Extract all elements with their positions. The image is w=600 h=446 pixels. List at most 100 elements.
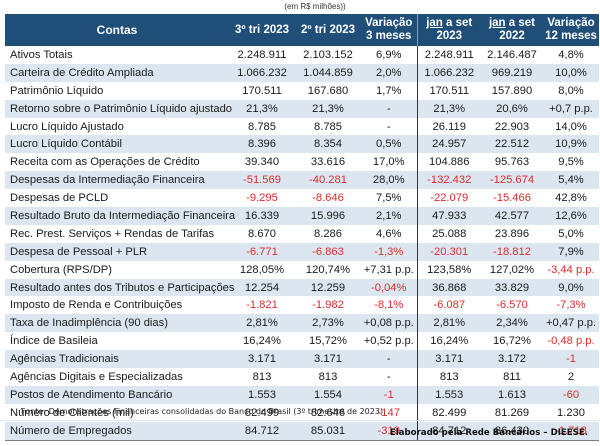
- cell-jan-set-2022: 2.146.487: [487, 48, 537, 61]
- cell-variation-12m: 4,8%: [558, 48, 584, 61]
- cell-q3-2023: 170.511: [242, 84, 282, 97]
- cell-variation-12m: -1.718: [543, 421, 599, 441]
- cell-jan-set-2023: 170.511: [416, 81, 481, 100]
- cell-variation-3m: -: [386, 120, 391, 133]
- cell-variation-3m: 1,7%: [376, 84, 402, 97]
- cell-variation-3m: -1: [361, 385, 417, 404]
- table-row: Resultado antes dos Tributos e Participa…: [5, 278, 599, 297]
- cell-jan-set-2022: 2,34%: [481, 314, 543, 333]
- cell-q2-2023: 813: [318, 370, 338, 383]
- cell-variation-3m: 28,0%: [361, 171, 417, 190]
- cell-jan-set-2022: 811: [503, 370, 521, 383]
- cell-jan-set-2023: 123,58%: [416, 260, 481, 279]
- cell-variation-12m: -60: [543, 385, 599, 404]
- header-jan-set-2022-aset: a set: [505, 17, 536, 29]
- cell-q3-2023: 21,3%: [229, 99, 295, 118]
- cell-q2-2023: 2.103.152: [303, 48, 353, 61]
- table-row: Despesas de PCLD -9.295 -8.646 7,5% -22.079-…: [5, 189, 599, 208]
- cell-q3-2023: 128,05%: [239, 263, 285, 276]
- table-row: Agências Digitais e Especializadas 813 813…: [5, 368, 599, 386]
- cell-variation-3m: 0,5%: [361, 135, 417, 154]
- table-row: Índice de Basileia 16,24% 15,72% +0,52 p.p.…: [5, 332, 599, 351]
- table-row: Patrimônio Líquido 170.511 167.680 1,7% 170.…: [5, 81, 599, 100]
- cell-jan-set-2022: 1.613: [481, 385, 543, 404]
- cell-variation-3m: 6,9%: [376, 48, 402, 61]
- cell-jan-set-2023: 2,81%: [416, 314, 481, 333]
- cell-jan-set-2022: 33.829: [481, 278, 543, 297]
- cell-q2-2023: 12.259: [295, 278, 361, 297]
- cell-jan-set-2022: 127,02%: [489, 263, 535, 276]
- cell-q2-2023: 8.286: [314, 227, 342, 240]
- row-label: Rec. Prest. Serviços + Rendas de Tarifas: [10, 227, 215, 240]
- cell-jan-set-2023: 47.933: [416, 207, 481, 225]
- row-label: Número de Clientes (mil): [10, 406, 134, 419]
- cell-jan-set-2023: 84.712: [416, 421, 481, 441]
- cell-variation-12m: -7,3%: [556, 299, 586, 312]
- cell-variation-3m: +0,52 p.p.: [363, 335, 414, 348]
- table-body: Ativos Totais 2.248.911 2.103.152 6,9% 2.248…: [5, 46, 599, 441]
- cell-q3-2023: -1.821: [246, 299, 278, 312]
- cell-jan-set-2023: 36.868: [416, 278, 481, 297]
- header-jan-set-2023-jan: jan: [426, 17, 443, 29]
- cell-q2-2023: 82.646: [310, 406, 346, 419]
- table-row: Taxa de Inadimplência (90 dias) 2,81% 2,73…: [5, 314, 599, 333]
- cell-q3-2023: 1.553: [229, 385, 295, 404]
- table-row: Número de Clientes (mil) 82.499 82.646 -147…: [5, 403, 599, 422]
- row-label: Índice de Basileia: [10, 335, 98, 348]
- cell-q3-2023: -9.295: [246, 192, 278, 205]
- cell-jan-set-2022: -125.674: [481, 171, 543, 190]
- cell-variation-3m: -: [386, 370, 391, 383]
- cell-variation-12m: -3,44 p.p.: [547, 263, 595, 276]
- cell-variation-3m: -: [361, 350, 417, 369]
- cell-variation-3m: 2,0%: [361, 63, 417, 82]
- cell-q2-2023: 21,3%: [295, 99, 361, 118]
- row-label: Agências Digitais e Especializadas: [10, 370, 183, 383]
- cell-q3-2023: 1.066.232: [229, 63, 295, 82]
- cell-jan-set-2023: -132.432: [416, 171, 481, 190]
- cell-q2-2023: 167.680: [307, 84, 349, 97]
- row-label: Número de Empregados: [5, 421, 229, 441]
- cell-q2-2023: -1.982: [312, 299, 344, 312]
- table-row: Cobertura (RPS/DP) 128,05% 120,74% +7,31 p.…: [5, 260, 599, 279]
- cell-q3-2023: 8.396: [229, 135, 295, 154]
- row-label: Resultado Bruto da Intermediação Finance…: [5, 207, 235, 225]
- cell-q3-2023: -51.569: [229, 171, 295, 190]
- cell-jan-set-2023: 25.088: [416, 224, 481, 243]
- cell-variation-3m: 7,5%: [376, 192, 402, 205]
- financial-table: Contas 3º tri 2023 2º tri 2023 Variação …: [5, 14, 599, 441]
- cell-jan-set-2022: 3.172: [481, 350, 543, 369]
- cell-variation-12m: 8,0%: [558, 84, 584, 97]
- cell-jan-set-2022: 95.763: [494, 156, 530, 169]
- header-variation-12m-line2: 12 meses: [545, 30, 597, 42]
- cell-q3-2023: 12.254: [229, 278, 295, 297]
- row-label: Despesas de PCLD: [10, 192, 109, 205]
- cell-variation-12m: 9,0%: [543, 278, 599, 297]
- cell-q2-2023: 2,73%: [295, 314, 361, 333]
- row-label: Ativos Totais: [10, 48, 73, 61]
- row-label: Taxa de Inadimplência (90 dias): [5, 314, 229, 333]
- header-jan-set-2023: jan a set 2023: [416, 14, 481, 46]
- cell-jan-set-2022: 23.896: [494, 227, 530, 240]
- header-variation-3m: Variação 3 meses: [361, 14, 417, 46]
- cell-jan-set-2022: 20,6%: [481, 99, 543, 118]
- row-label: Receita com as Operações de Crédito: [10, 156, 200, 169]
- table-row: Despesa de Pessoal + PLR -6.771 -6.863 -1,3…: [5, 242, 599, 261]
- cell-jan-set-2023: -20.301: [416, 242, 481, 261]
- cell-q2-2023: 1.044.859: [295, 63, 361, 82]
- cell-q3-2023: 813: [252, 370, 272, 383]
- cell-variation-12m: 14,0%: [555, 120, 587, 133]
- row-label: Patrimônio Líquido: [10, 84, 104, 97]
- cell-q2-2023: -6.863: [295, 242, 361, 261]
- cell-jan-set-2022: 157.890: [491, 84, 533, 97]
- cell-variation-3m: -8,1%: [374, 299, 404, 312]
- cell-variation-3m: 4,6%: [376, 227, 402, 240]
- cell-variation-3m: -: [361, 99, 417, 118]
- cell-jan-set-2022: 22.512: [481, 135, 543, 154]
- cell-variation-12m: 1.230: [557, 406, 585, 419]
- cell-variation-12m: 2: [567, 370, 575, 383]
- cell-q2-2023: 8.354: [295, 135, 361, 154]
- row-label: Postos de Atendimento Bancário: [5, 385, 229, 404]
- header-variation-12m-line1: Variação: [547, 17, 595, 29]
- cell-variation-3m: -1,3%: [361, 242, 417, 261]
- cell-jan-set-2023: 1.553: [416, 385, 481, 404]
